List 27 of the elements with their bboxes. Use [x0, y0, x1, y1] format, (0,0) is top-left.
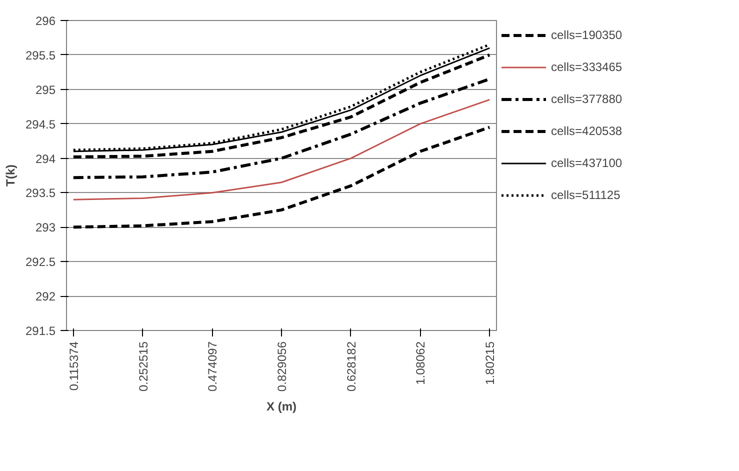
y-tick-label: 291.5 — [25, 324, 56, 338]
y-tick-label: 293.5 — [25, 186, 56, 200]
x-tick-label: 0.252515 — [136, 341, 150, 392]
x-tick-label: 0.474097 — [206, 341, 220, 392]
legend-label: cells=333465 — [551, 60, 624, 74]
y-tick-label: 296 — [35, 14, 56, 28]
legend-label: cells=190350 — [551, 28, 624, 42]
y-tick-label: 295.5 — [25, 48, 56, 62]
y-tick-label: 292.5 — [25, 255, 56, 270]
x-tick-label: 0.829056 — [275, 341, 289, 392]
x-tick-label: 0.115374 — [66, 341, 81, 391]
legend-label: cells=437100 — [551, 156, 624, 170]
y-axis-title: T(k) — [3, 164, 18, 186]
y-tick-label: 292 — [35, 290, 56, 304]
legend-label: cells=420538 — [551, 124, 624, 138]
y-tick-label: 293 — [35, 220, 56, 235]
x-tick-label: 1.08062 — [414, 341, 428, 385]
y-tick-label: 295 — [35, 82, 56, 97]
x-axis-title: X (m) — [266, 400, 297, 414]
line-series — [72, 126, 492, 229]
line-series — [72, 98, 490, 200]
x-tick-label: 1.80215 — [483, 341, 498, 385]
y-tick-label: 294.5 — [25, 117, 56, 132]
y-tick-label: 294 — [35, 152, 56, 166]
x-tick-label: 0.628182 — [344, 341, 358, 392]
legend-label: cells=511125 — [551, 188, 622, 202]
legend-label: cells=377880 — [551, 92, 624, 106]
